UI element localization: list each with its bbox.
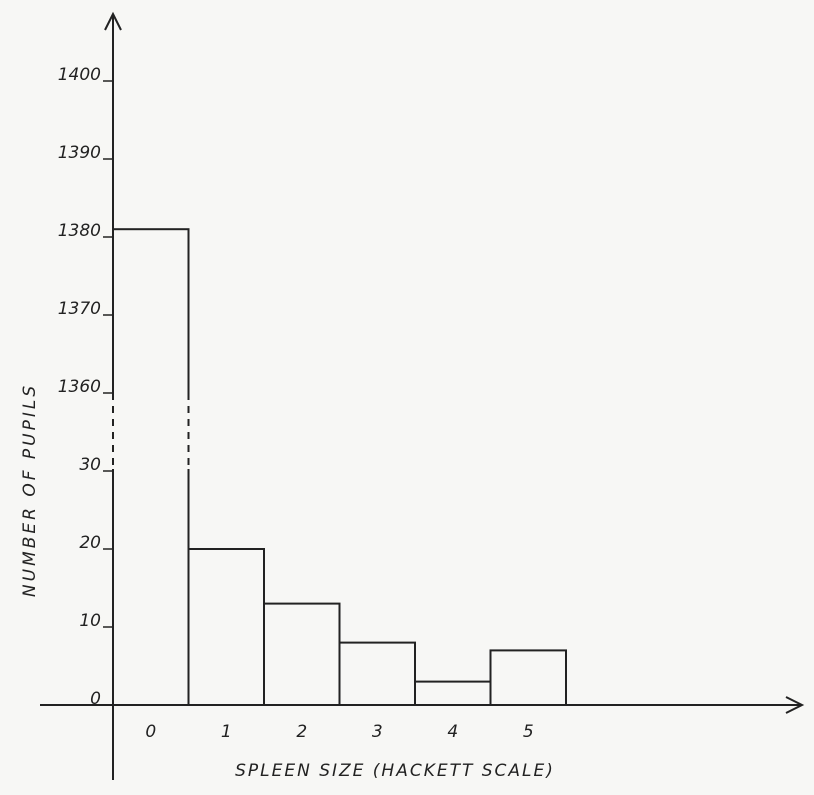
y-axis-arrow xyxy=(104,11,122,31)
y-tick-label: 1400 xyxy=(58,65,101,85)
x-tick-label: 2 xyxy=(296,722,307,742)
bar xyxy=(489,649,567,707)
axis-break-gap xyxy=(111,395,191,469)
x-tick-label: 1 xyxy=(221,722,232,742)
y-tick-label: 1380 xyxy=(58,221,101,241)
bar xyxy=(338,641,416,706)
y-tick-label: 10 xyxy=(79,611,101,631)
x-tick-label: 3 xyxy=(372,722,383,742)
y-tick-label: 0 xyxy=(90,689,101,709)
y-axis-title: NUMBER OF PUPILS xyxy=(20,383,40,597)
y-tick-label: 1370 xyxy=(58,299,101,319)
y-tick-label: 1360 xyxy=(58,377,101,397)
y-tick-label: 30 xyxy=(79,455,101,475)
x-axis-arrow xyxy=(785,696,805,714)
x-axis-title: SPLEEN SIZE (HACKETT SCALE) xyxy=(235,761,555,781)
x-tick-label: 4 xyxy=(447,722,458,742)
plot-area: 0 10 20 30 1360 1370 1380 1390 1400 0 1 2 3 4 5 xyxy=(58,65,567,742)
y-tick-label: 1390 xyxy=(58,143,101,163)
x-tick-label: 0 xyxy=(145,722,156,742)
x-tick-label: 5 xyxy=(523,722,534,742)
y-tick-label: 20 xyxy=(79,533,101,553)
